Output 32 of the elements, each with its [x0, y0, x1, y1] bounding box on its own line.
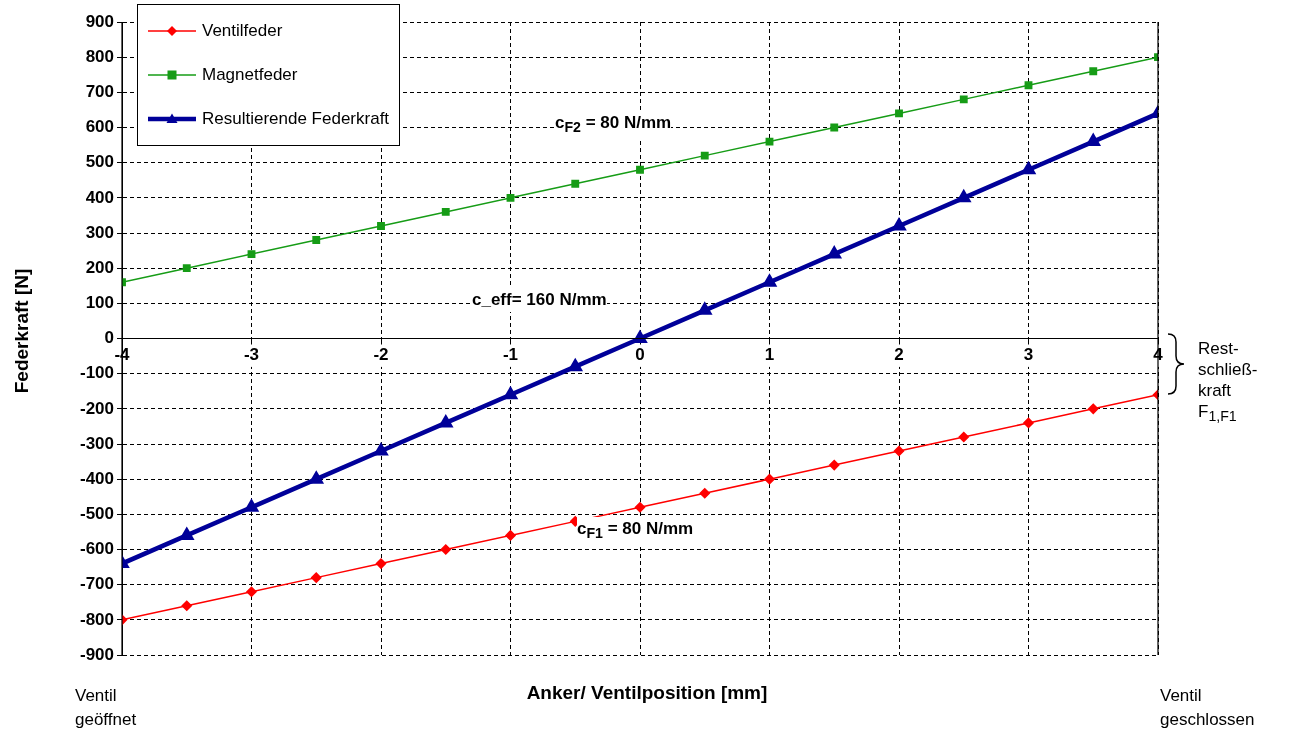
legend-label: Ventilfeder	[202, 21, 283, 41]
y-tick-label: 100	[85, 293, 114, 313]
point	[311, 572, 322, 583]
y-tick-label: 800	[85, 46, 114, 66]
y-tick-label: -200	[79, 398, 114, 418]
y-tick-label: 700	[85, 82, 114, 102]
y-tick-label: -900	[79, 644, 114, 664]
y-tick-label: -100	[79, 363, 114, 383]
y-tick-label: -600	[79, 539, 114, 559]
text: Ventil geschlossen	[1160, 684, 1255, 732]
point	[1089, 67, 1098, 76]
y-tick-label: -800	[79, 609, 114, 629]
y-tick-label: 600	[85, 117, 114, 137]
x-axis-title: Anker/ Ventilposition [mm]	[526, 682, 768, 703]
point	[181, 600, 192, 612]
y-tick-label: 200	[85, 257, 114, 277]
legend-label: Magnetfeder	[202, 65, 298, 85]
y-tick-label: 400	[85, 187, 114, 207]
y-tick-label: 0	[104, 328, 114, 348]
y-tick-label: 500	[85, 152, 114, 172]
y-tick-label: -500	[79, 504, 114, 524]
y-tick-label: -400	[79, 468, 114, 488]
point	[246, 586, 257, 597]
y-tick-label: 900	[85, 11, 114, 31]
text: Rest- schließ- kraft F$_{1,F1}$	[1198, 338, 1258, 427]
y-tick-label: 300	[85, 222, 114, 242]
y-tick-label: -300	[79, 433, 114, 453]
point	[1024, 81, 1033, 90]
y-tick-label: -700	[79, 574, 114, 594]
y-axis-title: Federkraft [N]	[11, 267, 33, 396]
point	[959, 95, 968, 104]
text: Ventil geöffnet	[75, 684, 137, 732]
